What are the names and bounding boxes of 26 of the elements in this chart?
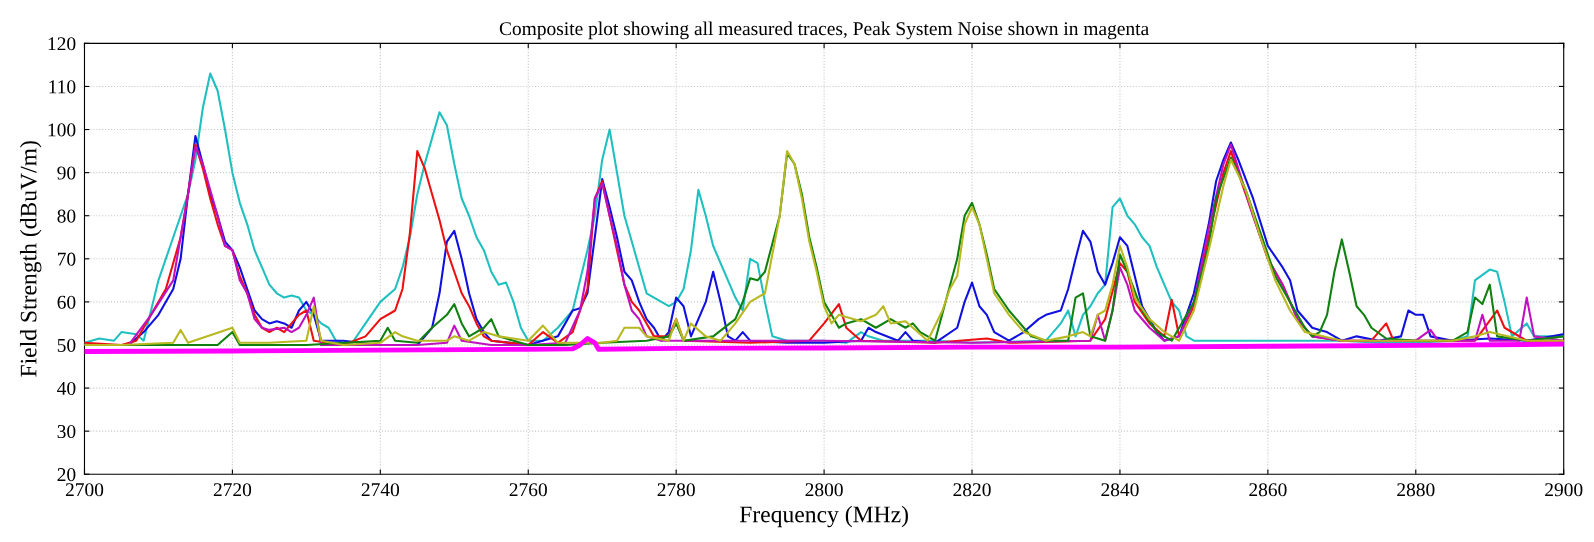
x-tick-label: 2760 [509, 483, 547, 497]
x-tick-label: 2900 [1545, 483, 1583, 497]
x-axis-title: Frequency (MHz) [739, 505, 908, 528]
y-tick-label: 50 [57, 338, 76, 352]
x-tick-label: 2840 [1101, 483, 1139, 497]
y-tick-label: 20 [57, 468, 76, 482]
y-tick-label: 100 [48, 123, 76, 137]
x-tick-label: 2720 [213, 483, 252, 497]
chart-title: Composite plot showing all measured traces, Peak System Noise shown in magenta [499, 21, 1149, 40]
x-tick-label: 2800 [805, 483, 843, 497]
x-tick-label: 2740 [361, 483, 400, 497]
x-tick-label: 2780 [657, 483, 695, 497]
x-tick-label: 2820 [953, 483, 991, 497]
x-tick-label: 2860 [1249, 483, 1287, 497]
y-tick-label: 70 [57, 252, 76, 266]
y-tick-label: 30 [57, 424, 76, 439]
y-tick-label: 40 [57, 381, 76, 396]
line-series [84, 336, 1564, 354]
y-tick-label: 80 [57, 209, 76, 223]
y-tick-label: 90 [57, 166, 76, 180]
y-axis-title: Field Strength (dBuV/m) [19, 141, 42, 377]
y-tick-label: 60 [57, 295, 76, 309]
x-tick-label: 2700 [65, 483, 104, 497]
y-tick-label: 110 [49, 80, 76, 94]
y-tick-label: 120 [48, 37, 76, 51]
x-tick-label: 2880 [1397, 483, 1435, 497]
